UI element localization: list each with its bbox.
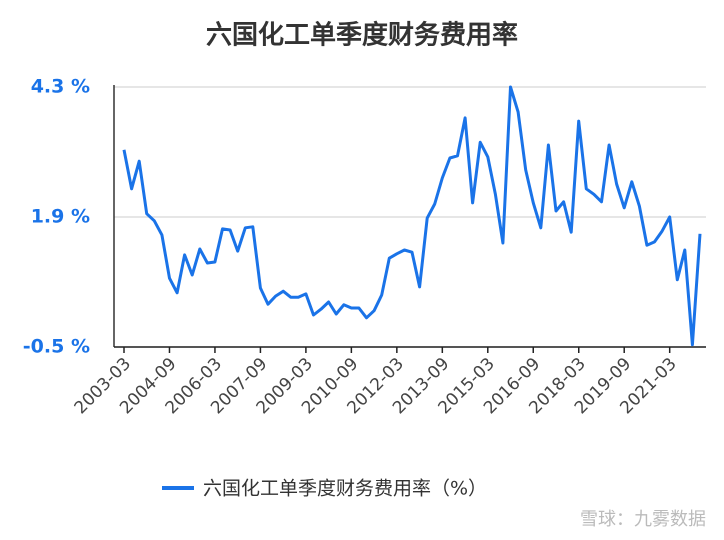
y-tick-label: -0.5 % bbox=[23, 336, 90, 358]
y-tick-label: 1.9 % bbox=[31, 206, 90, 228]
data-line bbox=[122, 85, 702, 347]
watermark: 雪球：九雾数据 bbox=[580, 509, 706, 530]
legend-label: 六国化工单季度财务费用率（%） bbox=[203, 478, 487, 500]
y-tick-label: 4.3 % bbox=[31, 76, 90, 98]
chart-title: 六国化工单季度财务费用率 bbox=[206, 20, 518, 51]
